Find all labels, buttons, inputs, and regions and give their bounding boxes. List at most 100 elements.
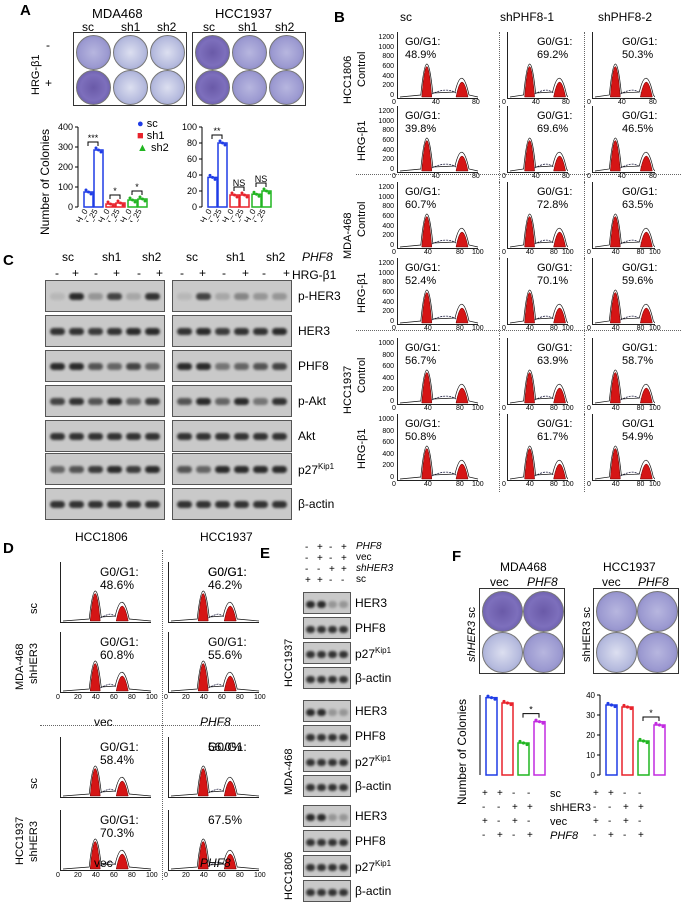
e-blot-p27Kip1 [303, 642, 351, 664]
band [69, 363, 84, 370]
g1-peak [610, 140, 621, 172]
row-label: Control [356, 357, 368, 393]
y-tick-label: 200 [382, 386, 394, 394]
divider [584, 338, 585, 416]
f-sign-right: - [608, 816, 612, 827]
x-tick-label: 40 [618, 173, 626, 180]
e-row-sc: sc [356, 574, 366, 585]
band [234, 328, 249, 335]
e-protein: β-actin [355, 671, 392, 685]
data-point [99, 150, 103, 154]
data-point [252, 190, 256, 194]
d-row-label: shHER3 [28, 821, 40, 862]
y-tick-label: 400 [382, 298, 394, 306]
x-tick-label: 40 [200, 872, 208, 879]
g2-peak [455, 155, 469, 172]
g0g1-value: G0/G1: 70.3% [100, 813, 139, 840]
cell-line-mda468: MDA468 [92, 6, 143, 21]
data-point [138, 195, 142, 199]
g2-peak [640, 231, 653, 248]
d-group: MDA-468 [14, 643, 26, 690]
data-point [116, 199, 120, 203]
x-tick-label: 0 [164, 872, 168, 879]
x-tick-label: 40 [92, 694, 100, 701]
col-sh1-2: sh1 [238, 20, 258, 34]
e-group: MDA-468 [283, 748, 295, 795]
band [88, 398, 103, 405]
band [88, 293, 103, 300]
band [215, 328, 230, 335]
e-sign: + [317, 553, 323, 564]
band [215, 466, 230, 473]
band [234, 501, 249, 508]
data-point [489, 696, 494, 700]
histogram-plot [399, 369, 478, 404]
data-point [128, 196, 132, 200]
f-sign-left: + [497, 830, 503, 841]
x-tick-label: 0 [502, 173, 506, 180]
band [88, 328, 103, 335]
x-tick-label: 100 [254, 872, 266, 879]
band [107, 363, 122, 370]
band [50, 433, 65, 440]
divider [499, 32, 500, 110]
band [145, 293, 160, 300]
y-tick-label: 0 [591, 771, 596, 780]
sig-bracket [131, 190, 143, 195]
e-group: HCC1937 [283, 638, 295, 687]
f-sign-right: - [623, 788, 627, 799]
x-tick-label: 80 [472, 173, 480, 180]
e-blot-β-actin [303, 775, 351, 797]
histogram-b [397, 338, 478, 405]
histogram-b [592, 338, 655, 405]
y-tick-label: 0 [390, 474, 394, 481]
g1-peak [421, 140, 433, 172]
histogram-d [60, 562, 151, 623]
histogram-plot [594, 445, 655, 480]
g1-peak [610, 292, 621, 324]
g1-peak [610, 448, 621, 480]
x-tick-label: 80 [456, 325, 464, 332]
y-tick-label: 200 [382, 156, 394, 164]
divider [356, 174, 681, 175]
data-point [502, 699, 506, 704]
band [126, 433, 141, 440]
band [107, 398, 122, 405]
g0g1-value: G0/G1: 52.4% [405, 262, 441, 287]
band [317, 676, 326, 683]
x-tick-label: 40 [532, 99, 540, 106]
panel-label-f: F [452, 548, 462, 565]
histogram-d [60, 632, 151, 693]
sign-minus: - [46, 38, 50, 52]
e-sign: + [341, 553, 347, 564]
band [215, 398, 230, 405]
c-sign: + [283, 266, 291, 280]
data-point [94, 146, 98, 150]
e-sign: - [305, 542, 309, 553]
band [317, 814, 326, 821]
f-ylabel: Number of Colonies [455, 698, 469, 805]
data-point [243, 193, 246, 197]
g2-peak [553, 81, 566, 98]
histogram-plot [594, 63, 655, 98]
band [317, 839, 326, 846]
band [272, 433, 287, 440]
row-label: HRG-β1 [356, 272, 368, 313]
data-point [625, 705, 630, 709]
g0g1-value: G0/G1: 48.6% [100, 565, 139, 592]
protein-label: Akt [298, 429, 316, 443]
band [339, 626, 348, 633]
f-col-vec-2: vec [602, 575, 621, 589]
g0g1-value: G0/G1: 56.7% [405, 342, 441, 367]
histogram-plot [509, 445, 568, 480]
band [234, 433, 249, 440]
f-sign-right: + [638, 802, 644, 813]
e-row-vec: vec [356, 552, 372, 563]
col-sh1: sh1 [121, 20, 141, 34]
g0g1-value: G0/G1: 48.9% [405, 36, 441, 61]
b-col-sc: sc [400, 10, 412, 24]
y-tick-label: 200 [382, 462, 394, 470]
g0g1-value: G0/G1: 70.1% [537, 262, 573, 287]
b-col-sh1: shPHF8-1 [500, 10, 555, 24]
